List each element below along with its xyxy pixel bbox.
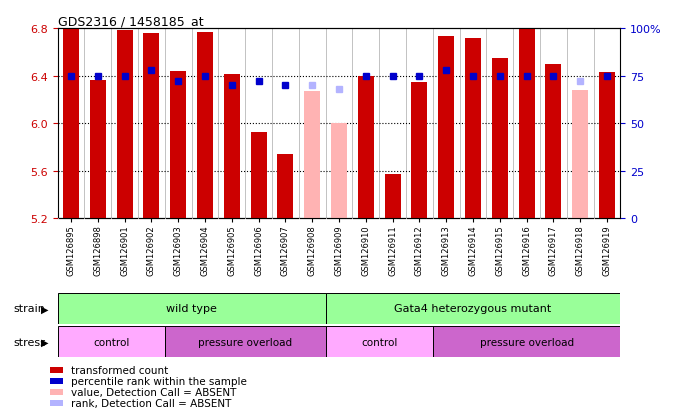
Text: GSM126898: GSM126898: [94, 225, 102, 275]
Bar: [89, 81, 106, 219]
Text: GSM126917: GSM126917: [549, 225, 558, 275]
Text: value, Detection Call = ABSENT: value, Detection Call = ABSENT: [71, 387, 236, 397]
Bar: [304, 92, 320, 219]
Bar: [143, 33, 159, 219]
Text: pressure overload: pressure overload: [479, 337, 574, 347]
Text: control: control: [361, 337, 397, 347]
Bar: [331, 124, 347, 219]
Bar: [572, 90, 589, 219]
Text: wild type: wild type: [166, 304, 217, 314]
Bar: [492, 59, 508, 219]
Bar: [325, 293, 620, 324]
Text: GSM126910: GSM126910: [361, 225, 370, 275]
Bar: [545, 64, 561, 219]
Text: GSM126911: GSM126911: [388, 225, 397, 275]
Text: GSM126919: GSM126919: [603, 225, 612, 275]
Text: GSM126901: GSM126901: [120, 225, 129, 275]
Text: strain: strain: [14, 304, 45, 314]
Text: percentile rank within the sample: percentile rank within the sample: [71, 376, 247, 386]
Text: GSM126895: GSM126895: [66, 225, 75, 275]
Text: stress: stress: [14, 337, 46, 347]
Text: ▶: ▶: [41, 337, 48, 347]
Text: control: control: [93, 337, 129, 347]
Bar: [599, 73, 615, 219]
Text: GSM126909: GSM126909: [334, 225, 344, 275]
Bar: [277, 155, 294, 219]
Bar: [224, 75, 240, 219]
Text: ▶: ▶: [41, 304, 48, 314]
Bar: [519, 29, 535, 219]
Text: GSM126906: GSM126906: [254, 225, 263, 275]
Text: GDS2316 / 1458185_at: GDS2316 / 1458185_at: [58, 15, 203, 28]
Text: GSM126912: GSM126912: [415, 225, 424, 275]
Bar: [358, 76, 374, 219]
Text: Gata4 heterozygous mutant: Gata4 heterozygous mutant: [395, 304, 552, 314]
Text: GSM126904: GSM126904: [201, 225, 210, 275]
Text: GSM126905: GSM126905: [227, 225, 237, 275]
Text: GSM126915: GSM126915: [496, 225, 504, 275]
Bar: [465, 38, 481, 219]
Bar: [384, 175, 401, 219]
Bar: [170, 71, 186, 219]
Text: GSM126908: GSM126908: [308, 225, 317, 275]
Bar: [50, 389, 63, 395]
Text: GSM126913: GSM126913: [441, 225, 451, 275]
Bar: [412, 82, 427, 219]
Text: GSM126902: GSM126902: [147, 225, 156, 275]
Bar: [58, 326, 165, 357]
Text: rank, Detection Call = ABSENT: rank, Detection Call = ABSENT: [71, 398, 231, 408]
Text: GSM126903: GSM126903: [174, 225, 182, 275]
Bar: [197, 33, 213, 219]
Bar: [50, 378, 63, 384]
Text: GSM126907: GSM126907: [281, 225, 290, 275]
Text: GSM126914: GSM126914: [468, 225, 477, 275]
Text: GSM126918: GSM126918: [576, 225, 584, 275]
Text: pressure overload: pressure overload: [198, 337, 292, 347]
Bar: [438, 37, 454, 219]
Bar: [58, 293, 325, 324]
Bar: [325, 326, 433, 357]
Bar: [63, 29, 79, 219]
Text: GSM126916: GSM126916: [522, 225, 531, 275]
Bar: [50, 400, 63, 406]
Bar: [165, 326, 325, 357]
Bar: [433, 326, 620, 357]
Bar: [117, 31, 133, 219]
Bar: [50, 367, 63, 373]
Bar: [251, 132, 266, 219]
Text: transformed count: transformed count: [71, 365, 168, 375]
